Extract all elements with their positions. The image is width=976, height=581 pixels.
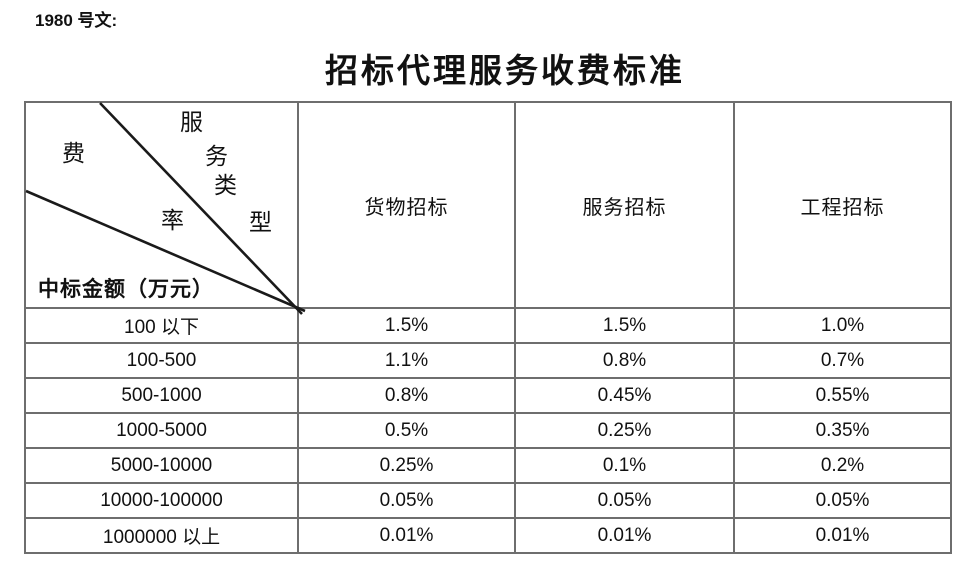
table-row: 100 以下 1.5% 1.5% 1.0% — [24, 307, 952, 344]
diagonal-line-upper — [99, 102, 303, 315]
row-label: 10000-100000 — [24, 482, 299, 519]
row-label: 1000-5000 — [24, 412, 299, 449]
value-cell: 0.05% — [733, 482, 952, 519]
diagonal-line-lower — [25, 189, 306, 313]
column-header-goods: 货物招标 — [297, 101, 516, 309]
diag-label-rate: 率 — [161, 208, 184, 233]
table-row: 1000000 以上 0.01% 0.01% 0.01% — [24, 517, 952, 554]
value-cell: 0.05% — [514, 482, 735, 519]
value-cell: 0.55% — [733, 377, 952, 414]
table-header-row: 费 率 服 务 类 型 中标金额（万元） 货物招标 服务招标 工程招标 — [24, 101, 952, 315]
value-cell: 0.1% — [514, 447, 735, 484]
table-row: 500-1000 0.8% 0.45% 0.55% — [24, 377, 952, 414]
page-title: 招标代理服务收费标准 — [325, 54, 685, 90]
value-cell: 1.1% — [297, 342, 516, 379]
table-row: 1000-5000 0.5% 0.25% 0.35% — [24, 412, 952, 449]
table-row: 100-500 1.1% 0.8% 0.7% — [24, 342, 952, 379]
row-label: 100 以下 — [24, 307, 299, 344]
value-cell: 0.35% — [733, 412, 952, 449]
row-label: 1000000 以上 — [24, 517, 299, 554]
diag-label-type-3: 型 — [249, 210, 272, 235]
value-cell: 0.2% — [733, 447, 952, 484]
diagonal-lines — [25, 102, 306, 315]
fee-standard-table: 费 率 服 务 类 型 中标金额（万元） 货物招标 服务招标 工程招标 100 … — [24, 101, 952, 554]
value-cell: 0.45% — [514, 377, 735, 414]
column-header-service: 服务招标 — [514, 101, 735, 309]
value-cell: 1.5% — [514, 307, 735, 344]
diag-label-type-1: 务 — [205, 144, 228, 169]
value-cell: 0.8% — [514, 342, 735, 379]
value-cell: 0.05% — [297, 482, 516, 519]
table-row: 5000-10000 0.25% 0.1% 0.2% — [24, 447, 952, 484]
diag-label-type-0: 服 — [180, 110, 203, 135]
value-cell: 0.7% — [733, 342, 952, 379]
value-cell: 0.01% — [733, 517, 952, 554]
diag-label-type-2: 类 — [214, 173, 237, 198]
diag-label-fee: 费 — [62, 141, 85, 166]
doc-reference-number: 1980 号文: — [35, 11, 118, 30]
row-label: 100-500 — [24, 342, 299, 379]
value-cell: 0.01% — [297, 517, 516, 554]
table-row: 10000-100000 0.05% 0.05% 0.05% — [24, 482, 952, 519]
column-header-engineering: 工程招标 — [733, 101, 952, 309]
value-cell: 0.25% — [297, 447, 516, 484]
row-label: 5000-10000 — [24, 447, 299, 484]
value-cell: 0.25% — [514, 412, 735, 449]
value-cell: 1.0% — [733, 307, 952, 344]
row-axis-label: 中标金额（万元） — [38, 277, 214, 301]
value-cell: 1.5% — [297, 307, 516, 344]
value-cell: 0.8% — [297, 377, 516, 414]
row-label: 500-1000 — [24, 377, 299, 414]
diagonal-header-cell: 费 率 服 务 类 型 中标金额（万元） — [24, 101, 306, 315]
value-cell: 0.01% — [514, 517, 735, 554]
value-cell: 0.5% — [297, 412, 516, 449]
